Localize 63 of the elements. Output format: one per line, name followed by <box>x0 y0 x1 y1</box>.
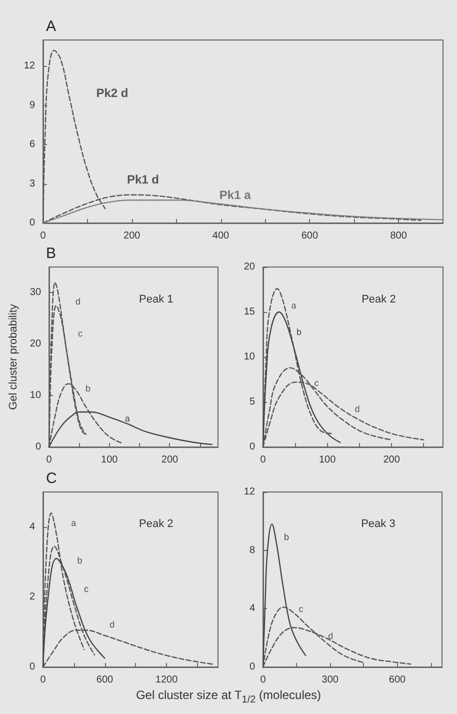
y-tick-label: 0 <box>35 442 42 452</box>
y-tick-label: 4 <box>29 522 36 532</box>
x-tick-label: 300 <box>322 674 339 686</box>
series-label: b <box>284 532 290 542</box>
y-tick-label: 9 <box>29 100 36 111</box>
x-tick-label: 0 <box>260 454 266 466</box>
y-tick-label: 0 <box>249 442 256 452</box>
series-label: Pk1 a <box>219 188 252 202</box>
y-tick-label: 12 <box>244 486 256 498</box>
x-axis-title: Gel cluster size at T$_{1/2}$ (molecules) <box>134 688 322 706</box>
x-tick-label: 200 <box>124 230 141 242</box>
text: Peak 1 <box>139 293 174 306</box>
series-label: b <box>296 326 302 337</box>
x-tick-label: 0 <box>260 674 266 686</box>
y-tick-label: 8 <box>249 544 256 556</box>
series-label: c <box>78 328 83 338</box>
x-tick-label: 600 <box>96 674 114 686</box>
y-tick-label: 4 <box>249 603 256 614</box>
series-label: b <box>77 556 82 566</box>
x-tick-label: 100 <box>318 454 336 466</box>
y-tick-label: 20 <box>244 262 256 272</box>
y-tick-label: 30 <box>30 287 42 298</box>
y-tick-label: 0 <box>29 662 36 672</box>
series-label: a <box>71 518 76 528</box>
x-tick-label: 0 <box>46 454 52 466</box>
y-axis-title: Gel cluster probability <box>8 304 20 410</box>
y-tick-label: 0 <box>249 662 256 672</box>
series-label: c <box>84 584 89 594</box>
text: Peak 2 <box>139 518 174 530</box>
series-label: c <box>314 378 320 388</box>
chart-title: C <box>46 470 57 487</box>
series-label: d <box>354 404 360 414</box>
y-tick-label: 6 <box>29 139 36 150</box>
series-label: a <box>291 300 296 310</box>
x-tick-label: 400 <box>212 230 230 242</box>
y-tick-label: 0 <box>29 218 36 228</box>
series-label: a <box>124 414 130 424</box>
text: Peak 2 <box>362 293 396 306</box>
x-tick-label: 100 <box>101 454 118 466</box>
series-label: d <box>328 631 334 641</box>
series-label: d <box>110 620 115 630</box>
series-label: b <box>86 384 91 394</box>
series-label: c <box>298 604 304 614</box>
y-tick-label: 10 <box>244 352 256 362</box>
text: Peak 3 <box>361 518 396 530</box>
x-tick-label: 600 <box>388 674 406 686</box>
y-tick-label: 3 <box>29 178 36 190</box>
x-tick-label: 1200 <box>155 674 178 686</box>
chart-title: A <box>46 18 56 35</box>
y-tick-label: 5 <box>249 396 256 408</box>
y-tick-label: 15 <box>244 306 256 318</box>
series-label: Pk1 d <box>127 172 160 186</box>
text: Pk2 d <box>96 86 128 100</box>
x-tick-label: 800 <box>390 230 408 242</box>
series-label: d <box>76 296 81 307</box>
x-tick-label: 200 <box>383 454 400 466</box>
y-tick-label: 20 <box>30 338 42 350</box>
x-tick-label: 200 <box>161 454 178 466</box>
y-tick-label: 2 <box>29 592 36 602</box>
x-tick-label: 600 <box>301 230 318 242</box>
y-tick-label: 10 <box>30 390 42 402</box>
y-tick-label: 12 <box>24 60 36 72</box>
chart-title: B <box>46 245 56 262</box>
